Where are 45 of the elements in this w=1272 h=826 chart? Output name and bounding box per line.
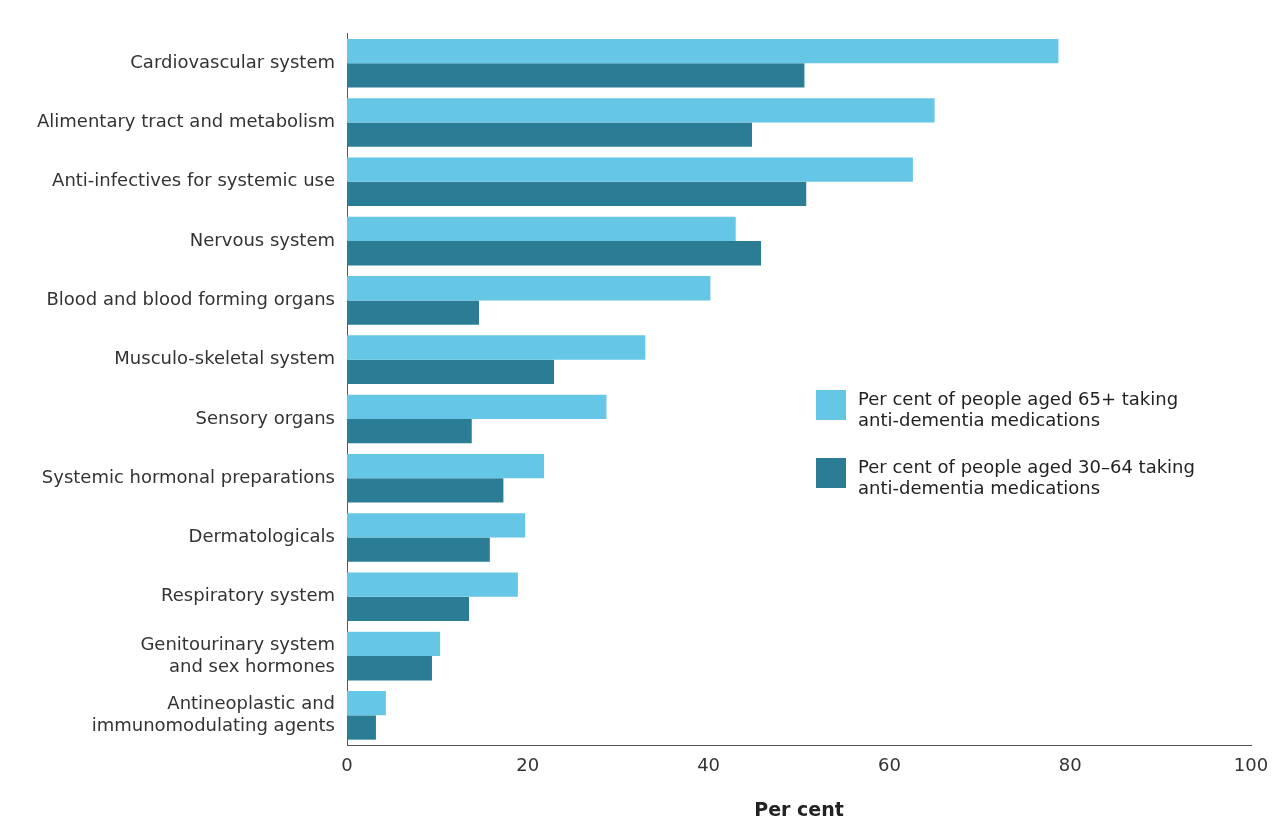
bar [347, 241, 762, 266]
bar [347, 453, 545, 479]
bar [347, 656, 432, 681]
bar [347, 38, 1059, 64]
bar [347, 276, 711, 301]
y-tick-label: Sensory organs [195, 406, 335, 428]
y-tick-label: Nervous system [189, 228, 335, 250]
x-tick-label: 40 [697, 754, 721, 776]
y-tick-label: Dermatologicals [188, 525, 335, 547]
y-tick-label: Antineoplastic and immunomodulating agents [91, 692, 335, 735]
bar [347, 691, 386, 716]
bar [347, 394, 607, 419]
bar [347, 596, 470, 622]
y-tick-label: Cardiovascular system [130, 50, 335, 72]
y-tick-label: Genitourinary system and sex hormones [140, 632, 335, 676]
bar [347, 157, 913, 182]
legend-label: Per cent of people aged 30–64 taking anti-dementia medications [858, 456, 1196, 498]
bar [347, 478, 504, 503]
bar [347, 335, 646, 360]
y-tick-label: Respiratory system [161, 584, 335, 606]
y-tick-label: Musculo-skeletal system [114, 347, 335, 369]
x-tick-label: 100 [1233, 754, 1269, 776]
bar [347, 300, 479, 325]
x-axis-title: Per cent [754, 797, 844, 820]
bar [347, 631, 441, 657]
legend-label: Per cent of people aged 65+ taking anti-dementia medications [858, 388, 1180, 430]
y-tick-label: Systemic hormonal preparations [41, 465, 335, 487]
x-tick-label: 60 [877, 754, 901, 776]
bar [347, 216, 736, 242]
x-tick-label: 0 [341, 754, 353, 776]
bar [347, 537, 490, 562]
x-tick-label: 80 [1058, 754, 1082, 776]
bar [347, 715, 376, 740]
bar [347, 63, 805, 88]
bar [347, 513, 526, 538]
bar [347, 359, 555, 384]
y-tick-label: Anti-infectives for systemic use [52, 169, 335, 191]
y-tick-label: Blood and blood forming organs [46, 288, 335, 310]
bar [347, 418, 472, 444]
bar [347, 181, 807, 207]
x-tick-label: 20 [516, 754, 540, 776]
bar [347, 122, 752, 147]
y-tick-label: Alimentary tract and metabolism [37, 110, 335, 132]
bar [347, 572, 518, 597]
bar [347, 98, 935, 123]
